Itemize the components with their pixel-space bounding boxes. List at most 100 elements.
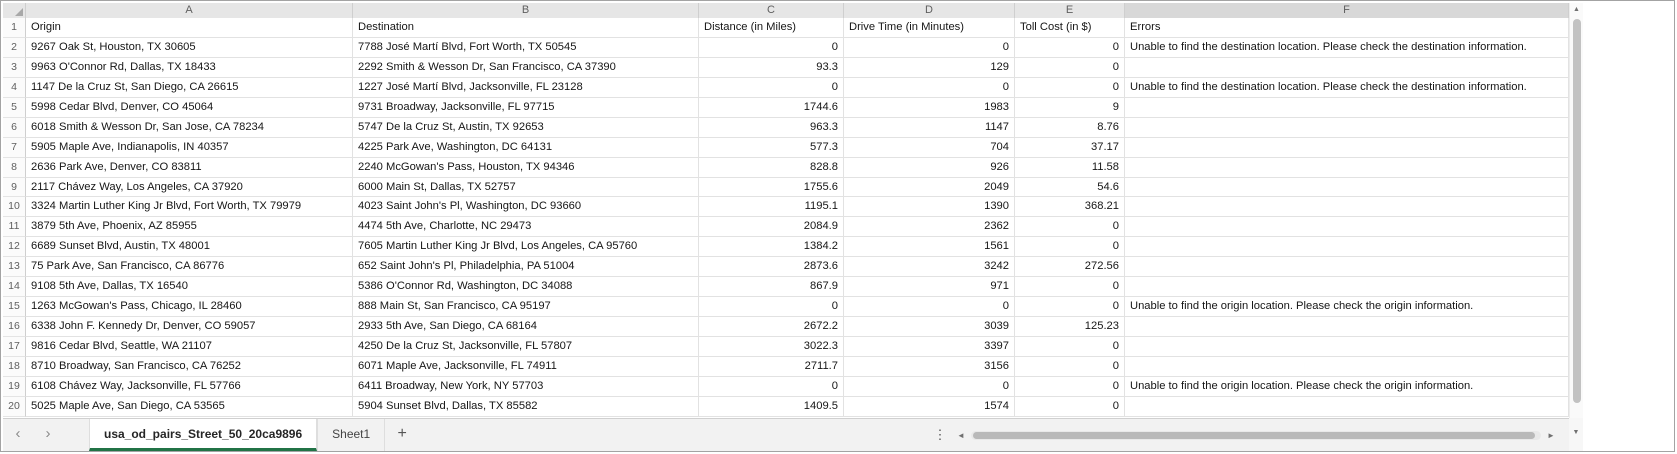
cell-B1[interactable]: Destination bbox=[353, 18, 699, 38]
cell-A13[interactable]: 75 Park Ave, San Francisco, CA 86776 bbox=[26, 257, 353, 277]
cell-A19[interactable]: 6108 Chávez Way, Jacksonville, FL 57766 bbox=[26, 377, 353, 397]
cell-D3[interactable]: 129 bbox=[844, 58, 1015, 78]
row-header-12[interactable]: 12 bbox=[3, 237, 26, 257]
cell-D9[interactable]: 2049 bbox=[844, 178, 1015, 198]
row-header-14[interactable]: 14 bbox=[3, 277, 26, 297]
cell-E7[interactable]: 37.17 bbox=[1015, 138, 1125, 158]
cell-F20[interactable] bbox=[1125, 397, 1569, 417]
row-header-9[interactable]: 9 bbox=[3, 178, 26, 198]
cell-F7[interactable] bbox=[1125, 138, 1569, 158]
cell-D6[interactable]: 1147 bbox=[844, 118, 1015, 138]
cell-D18[interactable]: 3156 bbox=[844, 357, 1015, 377]
cell-C15[interactable]: 0 bbox=[699, 297, 844, 317]
scroll-up-icon[interactable]: ▲ bbox=[1570, 3, 1583, 17]
cell-E12[interactable]: 0 bbox=[1015, 237, 1125, 257]
cell-B4[interactable]: 1227 José Martí Blvd, Jacksonville, FL 2… bbox=[353, 78, 699, 98]
cell-D13[interactable]: 3242 bbox=[844, 257, 1015, 277]
cell-D5[interactable]: 1983 bbox=[844, 98, 1015, 118]
cell-C20[interactable]: 1409.5 bbox=[699, 397, 844, 417]
cell-D2[interactable]: 0 bbox=[844, 38, 1015, 58]
cell-B17[interactable]: 4250 De la Cruz St, Jacksonville, FL 578… bbox=[353, 337, 699, 357]
cell-B15[interactable]: 888 Main St, San Francisco, CA 95197 bbox=[353, 297, 699, 317]
row-header-13[interactable]: 13 bbox=[3, 257, 26, 277]
row-header-5[interactable]: 5 bbox=[3, 98, 26, 118]
cell-F6[interactable] bbox=[1125, 118, 1569, 138]
cell-A6[interactable]: 6018 Smith & Wesson Dr, San Jose, CA 782… bbox=[26, 118, 353, 138]
cell-F19[interactable]: Unable to find the origin location. Plea… bbox=[1125, 377, 1569, 397]
cell-F15[interactable]: Unable to find the origin location. Plea… bbox=[1125, 297, 1569, 317]
row-header-1[interactable]: 1 bbox=[3, 18, 26, 38]
cell-F16[interactable] bbox=[1125, 317, 1569, 337]
cell-E5[interactable]: 9 bbox=[1015, 98, 1125, 118]
cell-A15[interactable]: 1263 McGowan's Pass, Chicago, IL 28460 bbox=[26, 297, 353, 317]
cell-B9[interactable]: 6000 Main St, Dallas, TX 52757 bbox=[353, 178, 699, 198]
cell-E14[interactable]: 0 bbox=[1015, 277, 1125, 297]
cell-C9[interactable]: 1755.6 bbox=[699, 178, 844, 198]
row-header-16[interactable]: 16 bbox=[3, 317, 26, 337]
cell-A11[interactable]: 3879 5th Ave, Phoenix, AZ 85955 bbox=[26, 217, 353, 237]
cell-B12[interactable]: 7605 Martin Luther King Jr Blvd, Los Ang… bbox=[353, 237, 699, 257]
column-header-C[interactable]: C bbox=[699, 3, 844, 18]
cell-C11[interactable]: 2084.9 bbox=[699, 217, 844, 237]
cell-E6[interactable]: 8.76 bbox=[1015, 118, 1125, 138]
row-header-17[interactable]: 17 bbox=[3, 337, 26, 357]
sheet-tab-2[interactable]: Sheet1 bbox=[317, 419, 385, 451]
cell-A17[interactable]: 9816 Cedar Blvd, Seattle, WA 21107 bbox=[26, 337, 353, 357]
cell-E9[interactable]: 54.6 bbox=[1015, 178, 1125, 198]
select-all-corner[interactable] bbox=[3, 3, 26, 18]
cell-E20[interactable]: 0 bbox=[1015, 397, 1125, 417]
cell-E10[interactable]: 368.21 bbox=[1015, 197, 1125, 217]
cell-A12[interactable]: 6689 Sunset Blvd, Austin, TX 48001 bbox=[26, 237, 353, 257]
cell-E16[interactable]: 125.23 bbox=[1015, 317, 1125, 337]
row-header-18[interactable]: 18 bbox=[3, 357, 26, 377]
cell-F17[interactable] bbox=[1125, 337, 1569, 357]
cell-C14[interactable]: 867.9 bbox=[699, 277, 844, 297]
cell-F11[interactable] bbox=[1125, 217, 1569, 237]
cell-C16[interactable]: 2672.2 bbox=[699, 317, 844, 337]
cell-E19[interactable]: 0 bbox=[1015, 377, 1125, 397]
cell-D12[interactable]: 1561 bbox=[844, 237, 1015, 257]
cell-D8[interactable]: 926 bbox=[844, 158, 1015, 178]
row-header-11[interactable]: 11 bbox=[3, 217, 26, 237]
cell-B19[interactable]: 6411 Broadway, New York, NY 57703 bbox=[353, 377, 699, 397]
cell-B20[interactable]: 5904 Sunset Blvd, Dallas, TX 85582 bbox=[353, 397, 699, 417]
cell-B7[interactable]: 4225 Park Ave, Washington, DC 64131 bbox=[353, 138, 699, 158]
cell-B13[interactable]: 652 Saint John's Pl, Philadelphia, PA 51… bbox=[353, 257, 699, 277]
cell-B2[interactable]: 7788 José Martí Blvd, Fort Worth, TX 505… bbox=[353, 38, 699, 58]
cell-F18[interactable] bbox=[1125, 357, 1569, 377]
row-header-2[interactable]: 2 bbox=[3, 38, 26, 58]
add-sheet-button[interactable]: + bbox=[385, 419, 419, 451]
cell-C1[interactable]: Distance (in Miles) bbox=[699, 18, 844, 38]
cell-C19[interactable]: 0 bbox=[699, 377, 844, 397]
cell-B6[interactable]: 5747 De la Cruz St, Austin, TX 92653 bbox=[353, 118, 699, 138]
row-header-3[interactable]: 3 bbox=[3, 58, 26, 78]
column-header-E[interactable]: E bbox=[1015, 3, 1125, 18]
row-header-6[interactable]: 6 bbox=[3, 118, 26, 138]
cell-C17[interactable]: 3022.3 bbox=[699, 337, 844, 357]
cell-E13[interactable]: 272.56 bbox=[1015, 257, 1125, 277]
column-header-A[interactable]: A bbox=[26, 3, 353, 18]
scroll-left-icon[interactable]: ◄ bbox=[953, 428, 969, 444]
column-header-B[interactable]: B bbox=[353, 3, 699, 18]
cell-B11[interactable]: 4474 5th Ave, Charlotte, NC 29473 bbox=[353, 217, 699, 237]
cell-E11[interactable]: 0 bbox=[1015, 217, 1125, 237]
next-sheet-button[interactable]: › bbox=[33, 419, 63, 451]
cell-D4[interactable]: 0 bbox=[844, 78, 1015, 98]
cell-F4[interactable]: Unable to find the destination location.… bbox=[1125, 78, 1569, 98]
cell-A3[interactable]: 9963 O'Connor Rd, Dallas, TX 18433 bbox=[26, 58, 353, 78]
cell-C8[interactable]: 828.8 bbox=[699, 158, 844, 178]
cell-B16[interactable]: 2933 5th Ave, San Diego, CA 68164 bbox=[353, 317, 699, 337]
cell-C5[interactable]: 1744.6 bbox=[699, 98, 844, 118]
horizontal-scrollbar-thumb[interactable] bbox=[973, 432, 1535, 439]
cell-F12[interactable] bbox=[1125, 237, 1569, 257]
cell-B3[interactable]: 2292 Smith & Wesson Dr, San Francisco, C… bbox=[353, 58, 699, 78]
column-header-D[interactable]: D bbox=[844, 3, 1015, 18]
cell-F13[interactable] bbox=[1125, 257, 1569, 277]
vertical-scrollbar-thumb[interactable] bbox=[1573, 19, 1581, 403]
cell-B5[interactable]: 9731 Broadway, Jacksonville, FL 97715 bbox=[353, 98, 699, 118]
cell-D1[interactable]: Drive Time (in Minutes) bbox=[844, 18, 1015, 38]
column-header-F[interactable]: F bbox=[1125, 3, 1569, 18]
cell-D19[interactable]: 0 bbox=[844, 377, 1015, 397]
cell-C4[interactable]: 0 bbox=[699, 78, 844, 98]
cell-A2[interactable]: 9267 Oak St, Houston, TX 30605 bbox=[26, 38, 353, 58]
